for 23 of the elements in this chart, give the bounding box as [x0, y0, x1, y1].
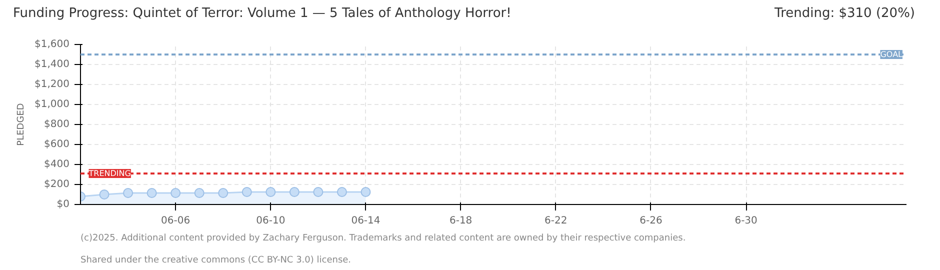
- x-tick-label: 06-10: [256, 216, 286, 226]
- text: Shared under the creative commons (CC BY-NC 3.0) license.: [80, 256, 352, 266]
- x-tick-label: 6-30: [734, 216, 758, 226]
- y-tick-label: $1,000: [34, 99, 70, 110]
- y-tick-label: $0: [56, 199, 70, 210]
- y-axis-title: PLEDGED: [16, 103, 27, 146]
- y-tick-label: $200: [44, 179, 70, 190]
- ref-line-label: TRENDING: [88, 169, 131, 178]
- y-tick-label: $1,400: [34, 59, 70, 70]
- y-tick-label: $1,600: [34, 39, 70, 50]
- ref-line-label: GOAL: [880, 50, 904, 59]
- text: (c)2025. Additional content provided by Zachary Ferguson. Trademarks and related content are owned by their respective companies.: [80, 234, 686, 244]
- x-tick-label: 6-26: [640, 216, 662, 226]
- x-tick-label: 6-18: [449, 216, 472, 226]
- y-tick-label: $400: [44, 159, 70, 170]
- y-tick-label: $1,200: [34, 79, 70, 90]
- x-tick-label: 6-22: [544, 216, 568, 226]
- chart-subtitle: Trending: $310 (20%): [774, 5, 915, 23]
- chart-title: Funding Progress: Quintet of Terror: Volume 1 — 5 Tales of Anthology Horror!: [13, 5, 512, 23]
- x-tick-label: 06-06: [161, 216, 190, 226]
- y-tick-label: $600: [44, 139, 70, 150]
- y-tick-label: $800: [44, 119, 70, 130]
- x-tick-label: 06-14: [351, 216, 380, 226]
